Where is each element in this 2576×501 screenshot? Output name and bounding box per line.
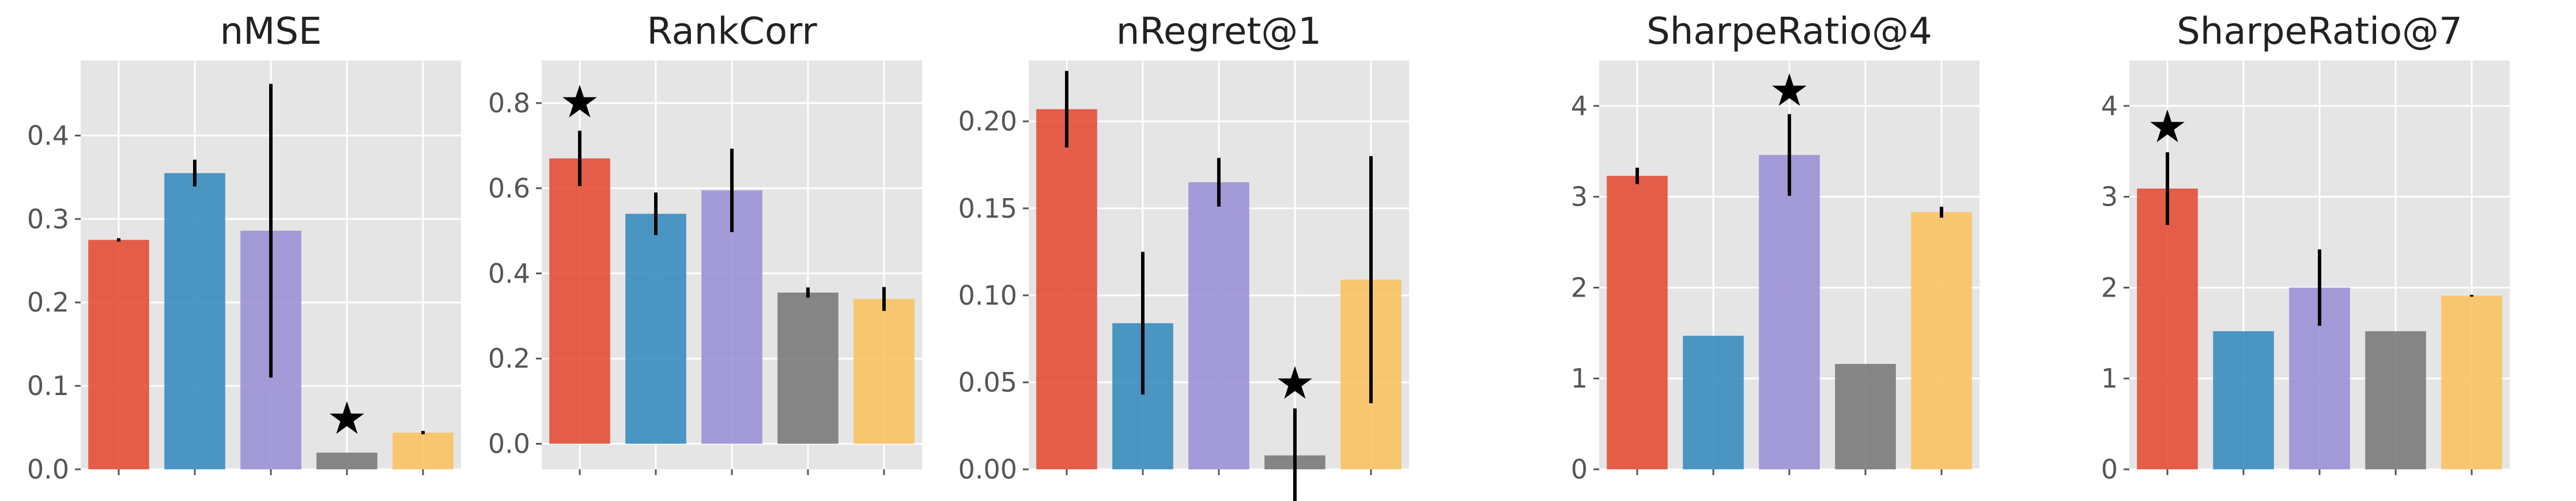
- y-tick-label: 1: [1571, 363, 1588, 394]
- y-tick-label: 4: [1571, 90, 1588, 122]
- y-tick-label: 0.4: [27, 120, 69, 151]
- chart-title: nRegret@1: [1116, 10, 1321, 53]
- best-star-icon: ★: [560, 76, 600, 128]
- y-tick-label: 0.10: [958, 280, 1017, 311]
- best-star-icon: ★: [1769, 64, 1810, 116]
- bar: [1911, 212, 1972, 469]
- best-star-icon: ★: [327, 393, 367, 445]
- bar: [392, 432, 454, 469]
- y-tick-label: 0.4: [488, 258, 530, 289]
- chart-panel: 0.0 0.1 0.2 0.3 0.4 ★ nMSE: [27, 10, 461, 485]
- y-tick-label: 0.8: [488, 88, 530, 119]
- y-tick-label: 0.05: [958, 367, 1017, 398]
- y-tick-label: 0.0: [27, 454, 69, 485]
- y-tick-label: 3: [1571, 181, 1588, 212]
- chart-title: nMSE: [220, 10, 322, 53]
- chart-panel: 0 1 2 3 4 ★ SharpeRatio@7: [2101, 10, 2510, 485]
- bar: [853, 299, 915, 444]
- y-tick-label: 0.00: [958, 454, 1017, 485]
- bar: [2365, 331, 2426, 469]
- y-tick-label: 0.0: [488, 428, 530, 460]
- y-tick-label: 0.6: [488, 173, 530, 204]
- y-tick-label: 2: [2101, 272, 2118, 303]
- bar: [625, 214, 686, 444]
- bar: [2213, 331, 2274, 469]
- y-tick-label: 4: [2101, 90, 2118, 122]
- bar: [1036, 109, 1097, 469]
- bar: [1835, 363, 1896, 469]
- y-tick-label: 0: [1571, 454, 1588, 485]
- y-tick-label: 0.1: [27, 370, 69, 401]
- bar: [164, 173, 225, 469]
- y-tick-label: 0.3: [27, 203, 69, 234]
- bar: [549, 158, 610, 444]
- chart-panel: 0 1 2 3 4 ★ SharpeRatio@4: [1571, 10, 1980, 485]
- y-tick-label: 3: [2101, 181, 2118, 212]
- chart-title: SharpeRatio@7: [2177, 10, 2462, 53]
- y-tick-label: 0.15: [958, 193, 1017, 224]
- best-star-icon: ★: [1275, 358, 1315, 409]
- chart-panel: 0.00 0.05 0.10 0.15 0.20 ★ nRegret@1: [958, 10, 1409, 501]
- best-star-icon: ★: [2147, 101, 2188, 153]
- bar: [1759, 155, 1820, 470]
- bar: [2441, 295, 2502, 469]
- y-tick-label: 0.20: [958, 106, 1017, 137]
- y-tick-label: 2: [1571, 272, 1588, 303]
- chart-title: RankCorr: [647, 10, 817, 53]
- bar: [2137, 188, 2198, 469]
- y-tick-label: 0.2: [27, 287, 69, 318]
- chart-title: SharpeRatio@4: [1646, 10, 1932, 53]
- bar: [1683, 336, 1744, 469]
- y-tick-label: 1: [2101, 363, 2118, 394]
- bar: [316, 453, 377, 469]
- chart-panel: 0.0 0.2 0.4 0.6 0.8 ★ RankCorr: [488, 10, 922, 475]
- bar: [1607, 176, 1668, 469]
- bar: [1188, 182, 1249, 469]
- y-tick-label: 0: [2101, 454, 2118, 485]
- bar: [88, 240, 149, 469]
- bar: [777, 293, 838, 444]
- bar: [701, 190, 762, 444]
- y-tick-label: 0.2: [488, 343, 530, 374]
